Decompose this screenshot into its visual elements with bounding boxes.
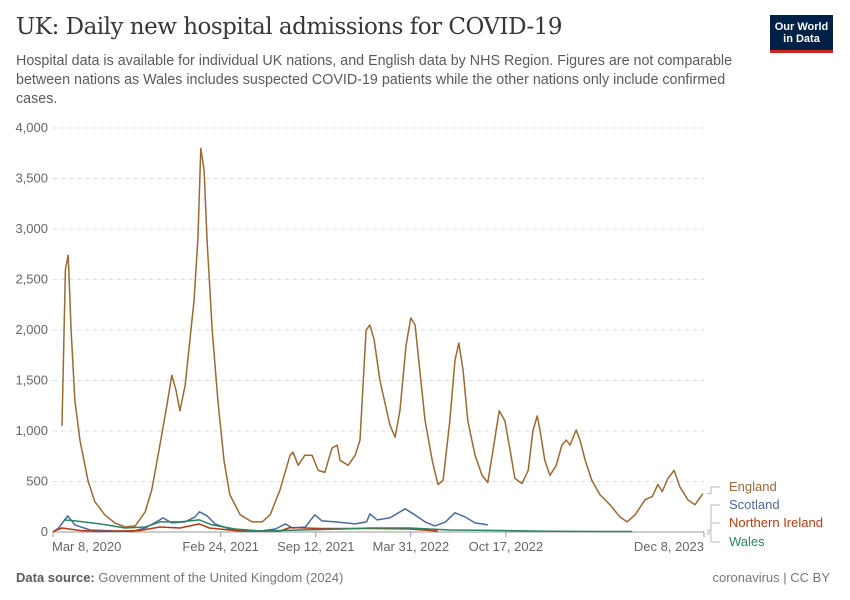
legend-connector: [707, 533, 720, 543]
y-tick-label: 0: [41, 524, 48, 539]
y-tick-label: 1,000: [15, 423, 48, 438]
y-tick-label: 3,500: [15, 171, 48, 186]
x-tick-label: Mar 31, 2022: [373, 539, 450, 554]
y-tick-label: 2,500: [15, 272, 48, 287]
source-value: Government of the United Kingdom (2024): [98, 570, 344, 585]
y-tick-label: 2,000: [15, 322, 48, 337]
owid-logo[interactable]: Our World in Data: [770, 15, 833, 53]
legend-connector: [707, 522, 720, 533]
source-label: Data source:: [16, 570, 95, 585]
x-tick-label: Sep 12, 2021: [277, 539, 354, 554]
y-tick-label: 500: [26, 474, 48, 489]
x-tick-label: Mar 8, 2020: [52, 539, 121, 554]
series-line-wales: [63, 519, 633, 533]
legend-label: England: [729, 479, 777, 494]
y-tick-label: 4,000: [15, 120, 48, 135]
x-tick-label: Oct 17, 2022: [469, 539, 543, 554]
legend-connector: [707, 504, 720, 531]
legend-connector: [707, 486, 720, 495]
license[interactable]: coronavirus | CC BY: [712, 570, 830, 585]
x-tick-label: Dec 8, 2023: [634, 539, 704, 554]
y-tick-label: 3,000: [15, 221, 48, 236]
x-tick-label: Feb 24, 2021: [182, 539, 259, 554]
logo-text: Our World in Data: [774, 21, 829, 45]
legend-label: Northern Ireland: [729, 515, 823, 530]
chart-title: UK: Daily new hospital admissions for CO…: [16, 14, 563, 40]
legend-label: Wales: [729, 534, 765, 549]
data-source: Data source: Government of the United Ki…: [16, 570, 343, 585]
legend-label: Scotland: [729, 497, 780, 512]
series-line-england: [61, 147, 704, 528]
chart-subtitle: Hospital data is available for individua…: [16, 53, 733, 107]
y-tick-label: 1,500: [15, 373, 48, 388]
